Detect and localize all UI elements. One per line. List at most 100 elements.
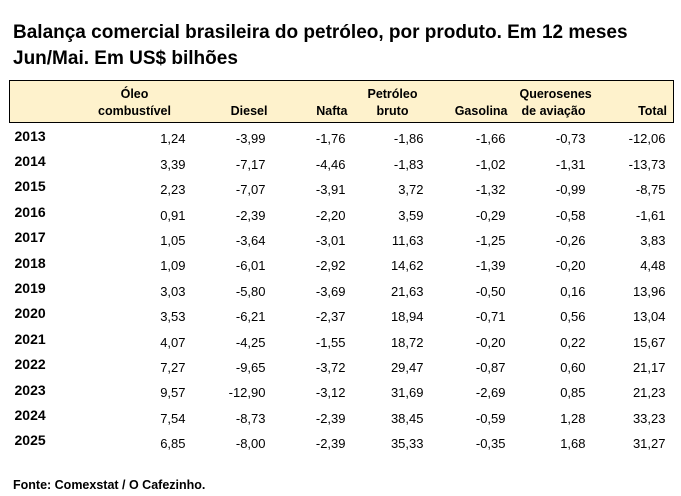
table-row: 2017 1,05 -3,64 -3,01 11,63 -1,25 -0,26 3,83 [10,225,674,250]
value-cell-total: -1,61 [635,207,666,223]
value-cell-petroleo-bruto: 3,59 [398,207,424,223]
value-cell-oleo-combustivel: 1,09 [160,258,186,274]
year-cell: 2014 [14,153,46,170]
year-cell: 2016 [14,203,46,220]
value-cell-querosenes-de-aviacao: 0,85 [560,385,586,401]
header-cell-total: Total [593,80,674,123]
value-cell-oleo-combustivel: 1,24 [160,131,186,147]
value-cell-querosenes-de-aviacao: -0,20 [555,258,586,274]
value-cell-total: 21,23 [632,385,666,401]
value-cell-petroleo-bruto: 18,94 [390,309,424,325]
value-cell-total: -12,06 [628,131,666,147]
year-cell: 2017 [14,229,46,246]
table-row: 2013 1,24 -3,99 -1,76 -1,86 -1,66 -0,73 -12,06 [10,123,674,149]
value-cell-querosenes-de-aviacao: -0,26 [555,232,586,248]
value-cell-gasolina: -0,20 [475,334,506,350]
table-row: 2015 2,23 -7,07 -3,91 3,72 -1,32 -0,99 -8,75 [10,174,674,199]
year-cell: 2018 [14,254,46,271]
value-cell-total: 4,48 [640,258,666,274]
year-cell: 2022 [14,356,46,373]
value-cell-petroleo-bruto: 35,33 [390,436,424,452]
year-cell: 2024 [14,406,46,423]
value-cell-total: 13,96 [632,283,666,299]
value-cell-querosenes-de-aviacao: 0,60 [560,359,586,375]
year-cell: 2023 [14,381,46,398]
value-cell-diesel: -8,00 [235,436,266,452]
value-cell-total: 13,04 [632,309,666,325]
value-cell-gasolina: -1,39 [475,258,506,274]
value-cell-diesel: -5,80 [235,283,266,299]
value-cell-querosenes-de-aviacao: 0,22 [560,334,586,350]
table-row: 2014 3,39 -7,17 -4,46 -1,83 -1,02 -1,31 -13,73 [10,148,674,173]
value-cell-petroleo-bruto: 14,62 [390,258,424,274]
value-cell-diesel: -12,90 [228,385,266,401]
value-cell-diesel: -6,21 [235,309,266,325]
table-row: 2019 3,03 -5,80 -3,69 21,63 -0,50 0,16 13,96 [10,275,674,300]
header-text: Diesel [230,104,268,118]
value-cell-oleo-combustivel: 2,23 [160,182,186,198]
header-text: Petróleo [367,87,418,101]
year-cell: 2019 [14,280,46,297]
year-cell: 2015 [14,178,46,195]
value-cell-total: 3,83 [640,232,666,248]
header-cell-diesel: Diesel [193,80,274,123]
value-cell-nafta: -3,01 [315,232,346,248]
header-text: Total [638,104,667,118]
value-cell-nafta: -2,39 [315,436,346,452]
value-cell-gasolina: -1,32 [475,182,506,198]
value-cell-total: 31,27 [632,436,666,452]
header-text: de aviação [521,104,586,118]
value-cell-nafta: -1,55 [315,334,346,350]
value-cell-diesel: -8,73 [235,410,266,426]
value-cell-total: -13,73 [628,156,666,172]
value-cell-nafta: -1,76 [315,131,346,147]
value-cell-total: -8,75 [635,182,666,198]
table-header: Óleo combustível Diesel Nafta Petróleo bruto G… [9,80,674,123]
value-cell-diesel: -6,01 [235,258,266,274]
value-cell-diesel: -4,25 [235,334,266,350]
value-cell-oleo-combustivel: 0,91 [160,207,186,223]
value-cell-gasolina: -1,25 [475,232,506,248]
header-text: Óleo [120,87,149,101]
value-cell-gasolina: -1,66 [475,131,506,147]
value-cell-gasolina: -0,59 [475,410,506,426]
header-cell-querosenes-de-aviacao: Querosenes de aviação [513,80,594,123]
value-cell-oleo-combustivel: 3,53 [160,309,186,325]
value-cell-oleo-combustivel: 3,39 [160,156,186,172]
value-cell-gasolina: -0,87 [475,359,506,375]
value-cell-querosenes-de-aviacao: -0,73 [555,131,586,147]
value-cell-petroleo-bruto: -1,83 [393,156,424,172]
value-cell-nafta: -2,39 [315,410,346,426]
value-cell-nafta: -2,20 [315,207,346,223]
value-cell-petroleo-bruto: 21,63 [390,283,424,299]
header-cell-gasolina: Gasolina [431,80,514,123]
data-table: Óleo combustível Diesel Nafta Petróleo bruto G… [9,80,674,453]
chart-title-line-1: Balança comercial brasileira do petróleo… [13,22,628,43]
value-cell-total: 21,17 [632,359,666,375]
table-row: 2018 1,09 -6,01 -2,92 14,62 -1,39 -0,20 4,48 [10,250,674,275]
header-cell-year [9,80,76,123]
value-cell-total: 15,67 [632,334,666,350]
year-cell: 2013 [14,127,46,144]
table-row: 2022 7,27 -9,65 -3,72 29,47 -0,87 0,60 21,17 [10,352,674,377]
value-cell-querosenes-de-aviacao: 1,28 [560,410,586,426]
value-cell-querosenes-de-aviacao: 0,16 [560,283,586,299]
value-cell-petroleo-bruto: 11,63 [391,232,424,248]
header-row: Óleo combustível Diesel Nafta Petróleo bruto G… [9,80,674,123]
value-cell-nafta: -4,46 [315,156,346,172]
value-cell-diesel: -7,07 [235,182,266,198]
table-body: 2013 1,24 -3,99 -1,76 -1,86 -1,66 -0,73 -12,06 2… [10,123,674,454]
header-text: bruto [376,104,409,118]
value-cell-gasolina: -0,35 [475,436,506,452]
value-cell-diesel: -7,17 [235,156,266,172]
header-text: Querosenes [519,87,592,101]
table-row: 2021 4,07 -4,25 -1,55 18,72 -0,20 0,22 15,67 [10,326,674,351]
value-cell-oleo-combustivel: 9,57 [160,385,186,401]
value-cell-oleo-combustivel: 7,27 [160,359,186,375]
value-cell-querosenes-de-aviacao: 0,56 [560,309,586,325]
year-cell: 2020 [14,305,46,322]
header-cell-petroleo-bruto: Petróleo bruto [353,80,432,123]
value-cell-nafta: -2,92 [315,258,346,274]
value-cell-diesel: -9,65 [235,359,266,375]
value-cell-querosenes-de-aviacao: 1,68 [560,436,586,452]
